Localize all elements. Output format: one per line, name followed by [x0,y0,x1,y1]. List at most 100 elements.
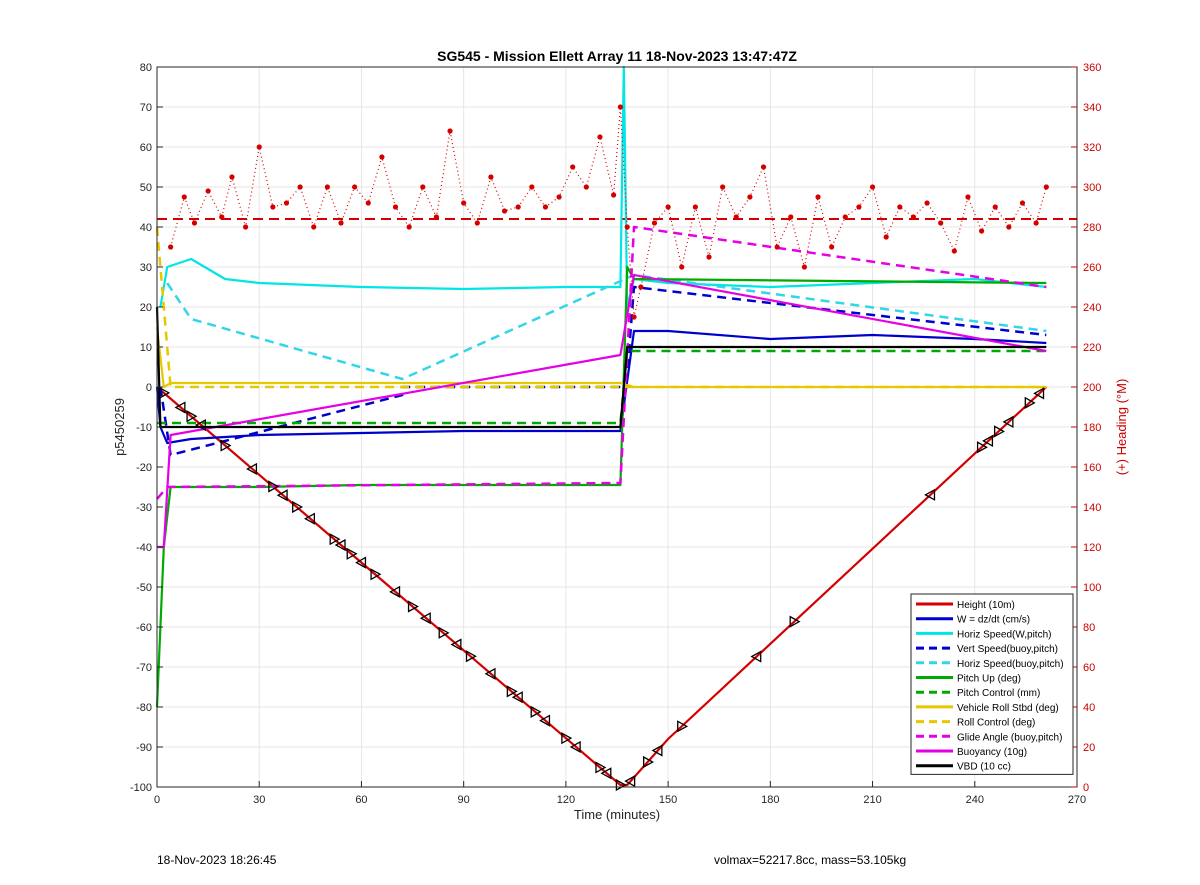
heading-point [379,154,385,160]
y2-tick-label: 340 [1083,102,1101,114]
legend-box [910,593,1074,775]
y-tick-label: -90 [136,742,152,754]
x-tick-label: 210 [863,794,881,806]
heading-point [1033,220,1039,226]
heading-point [205,188,211,194]
y-tick-label: 40 [140,222,152,234]
heading-point [392,204,399,210]
heading-point [638,284,644,290]
depth-marker [389,585,401,598]
y2-tick-label: 120 [1083,542,1101,554]
y-axis-label: p5450259 [112,398,127,456]
y2-tick-label: 180 [1083,422,1101,434]
x-tick-label: 150 [659,794,677,806]
heading-point [897,204,903,210]
y2-tick-label: 260 [1083,262,1101,274]
heading-point [617,104,624,110]
depth-marker [450,638,462,651]
y2-tick-label: 320 [1083,142,1101,154]
heading-trace [170,106,1047,318]
heading-point [597,134,603,140]
heading-point [501,208,508,214]
depth-marker [530,705,542,718]
y2-tick-label: 60 [1083,662,1095,674]
heading-point [965,194,971,200]
y-tick-label: 50 [140,182,152,194]
heading-point [760,164,767,170]
y2-tick-label: 20 [1083,742,1095,754]
x-tick-label: 90 [458,794,470,806]
legend: Height (10m) W = dz/dt (cm/s) Horiz Speed(… [910,593,1074,775]
depth-marker [194,418,206,432]
y-tick-label: -30 [136,502,152,514]
depth-marker [511,691,523,704]
depth-marker [789,615,801,628]
heading-point [181,194,187,200]
x-tick-label: 270 [1068,794,1086,806]
y2-tick-label: 220 [1083,342,1101,354]
y-tick-label: -80 [136,702,152,714]
depth-marker [276,489,288,502]
depth-marker [334,538,346,552]
series-roll-control-deg [155,226,1047,389]
depth-marker [246,462,258,476]
y-tick-label: 80 [140,62,152,74]
depth-marker [438,626,450,639]
depth-marker [355,556,367,569]
x-axis-label: Time (minutes) [574,807,660,822]
heading-point [283,200,290,206]
series-pitch-up-deg [155,265,1047,708]
heading-point [229,174,235,180]
x-tick-label: 180 [761,794,779,806]
x-tick-label: 30 [253,794,265,806]
heading-point [256,144,262,150]
depth-marker [993,425,1005,438]
legend-label-horiz-speed-buoy-pitch: Horiz Speed(buoy,pitch) [957,659,1064,670]
heading-point [311,224,317,230]
heading-point [474,220,480,226]
y2-axis-label: (+) Heading (°M) [1114,379,1129,476]
heading-point [447,128,453,134]
heading-point [978,228,985,234]
legend-label-horiz-speed-w-pitch: Horiz Speed(W,pitch) [957,629,1051,640]
depth-marker [595,761,607,774]
x-tick-label: 120 [557,794,575,806]
depth-marker [750,650,762,663]
heading-point [679,264,685,270]
depth-marker [419,612,431,625]
x-tick-label: 60 [355,794,367,806]
y-tick-label: -60 [136,622,152,634]
heading-point [515,204,521,210]
y2-tick-label: 100 [1083,582,1101,594]
heading-point [665,204,671,210]
legend-label-vbd-10-cc: VBD (10 cc) [957,762,1011,773]
depth-marker [677,720,689,733]
y2-tick-label: 40 [1083,702,1095,714]
depth-marker [1024,396,1036,409]
data-layer [155,65,1077,792]
heading-point [191,220,198,226]
depth-marker [924,488,936,501]
series-glide-angle-buoy-pitch [156,225,1047,500]
series-horiz-speed-buoy-pitch [166,273,1047,381]
heading-point [556,194,562,200]
legend-label-vehicle-roll-stbd-deg: Vehicle Roll Stbd (deg) [957,703,1059,714]
depth-marker [982,434,994,448]
depth-marker [624,775,636,788]
heading-point [297,184,303,190]
heading-point [406,224,412,230]
depth-marker [600,767,612,780]
y-tick-label: 0 [146,382,152,394]
depth-marker [346,547,358,560]
heading-point [992,204,998,210]
footer-timestamp: 18-Nov-2023 18:26:45 [157,853,277,867]
depth-marker [1033,387,1045,400]
depth-marker [292,500,304,514]
depth-marker [1002,415,1014,428]
depth-marker [174,401,186,414]
y2-tick-label: 280 [1083,222,1101,234]
y2-tick-label: 300 [1083,182,1101,194]
y-tick-label: 10 [140,342,152,354]
depth-marker [651,744,663,757]
